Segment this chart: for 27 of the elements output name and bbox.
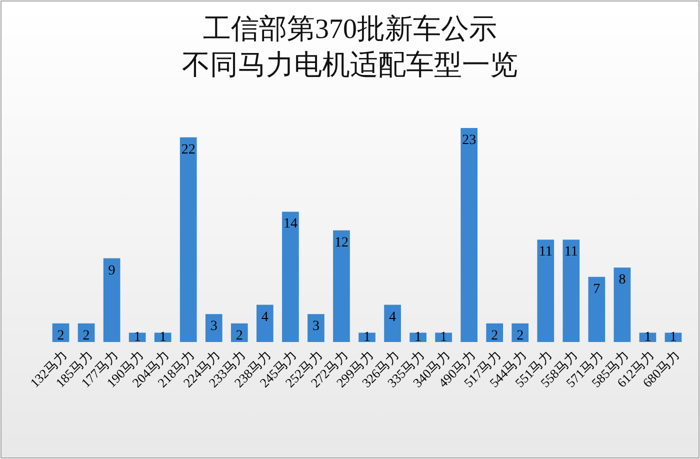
- data-label: 3: [210, 319, 218, 334]
- data-label: 2: [57, 328, 64, 344]
- data-label: 2: [236, 328, 243, 344]
- data-label: 1: [440, 330, 448, 345]
- data-label: 2: [516, 328, 524, 344]
- data-label: 12: [334, 235, 348, 250]
- data-label: 23: [462, 133, 476, 148]
- data-label: 4: [389, 310, 396, 325]
- data-label: 1: [414, 330, 422, 345]
- data-label: 7: [593, 282, 600, 297]
- data-label: 1: [134, 330, 141, 345]
- data-label: 11: [538, 244, 552, 260]
- data-label: 1: [159, 330, 166, 345]
- data-label: 1: [670, 330, 677, 345]
- data-label: 22: [181, 142, 196, 158]
- data-label: 2: [82, 328, 90, 344]
- data-label: 3: [312, 319, 320, 334]
- data-label: 4: [261, 310, 268, 325]
- data-label: 11: [564, 244, 578, 260]
- chart-title: 工信部第370批新车公示: [203, 14, 497, 45]
- data-label: 9: [108, 263, 116, 278]
- data-label: 8: [618, 272, 626, 288]
- chart-subtitle: 不同马力电机适配车型一览: [182, 50, 518, 81]
- data-label: 14: [283, 216, 298, 232]
- data-label: 2: [491, 328, 498, 344]
- data-label: 1: [364, 330, 370, 345]
- data-label: 1: [644, 330, 652, 345]
